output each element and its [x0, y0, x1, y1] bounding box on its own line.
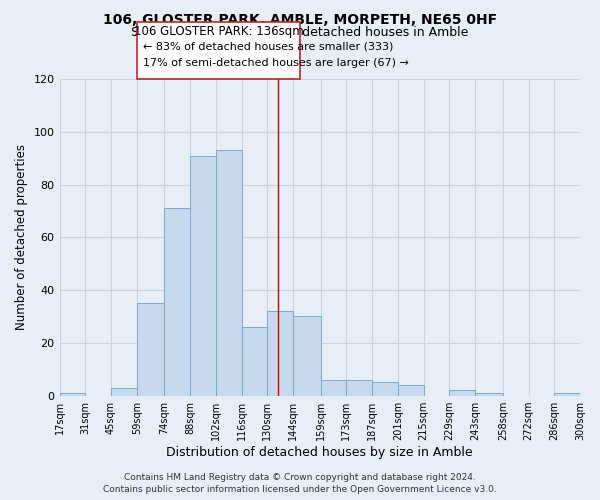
Bar	[398, 385, 424, 396]
Bar	[449, 390, 475, 396]
Bar	[164, 208, 190, 396]
X-axis label: Distribution of detached houses by size in Amble: Distribution of detached houses by size …	[166, 446, 473, 458]
Bar	[320, 380, 346, 396]
Bar	[190, 156, 216, 396]
Text: Contains public sector information licensed under the Open Government Licence v3: Contains public sector information licen…	[103, 485, 497, 494]
Bar	[475, 393, 503, 396]
Text: Contains HM Land Registry data © Crown copyright and database right 2024.: Contains HM Land Registry data © Crown c…	[124, 472, 476, 482]
Bar	[293, 316, 320, 396]
Text: Size of property relative to detached houses in Amble: Size of property relative to detached ho…	[131, 26, 469, 39]
Bar	[242, 327, 268, 396]
Text: ← 83% of detached houses are smaller (333): ← 83% of detached houses are smaller (33…	[143, 42, 393, 51]
Text: 17% of semi-detached houses are larger (67) →: 17% of semi-detached houses are larger (…	[143, 58, 409, 68]
Y-axis label: Number of detached properties: Number of detached properties	[15, 144, 28, 330]
Text: 106 GLOSTER PARK: 136sqm: 106 GLOSTER PARK: 136sqm	[134, 26, 304, 38]
Bar	[137, 304, 164, 396]
Bar	[216, 150, 242, 396]
Bar	[346, 380, 372, 396]
Bar	[554, 393, 580, 396]
Bar	[268, 311, 293, 396]
Bar	[111, 388, 137, 396]
Bar	[372, 382, 398, 396]
Text: 106, GLOSTER PARK, AMBLE, MORPETH, NE65 0HF: 106, GLOSTER PARK, AMBLE, MORPETH, NE65 …	[103, 12, 497, 26]
Bar	[59, 393, 85, 396]
